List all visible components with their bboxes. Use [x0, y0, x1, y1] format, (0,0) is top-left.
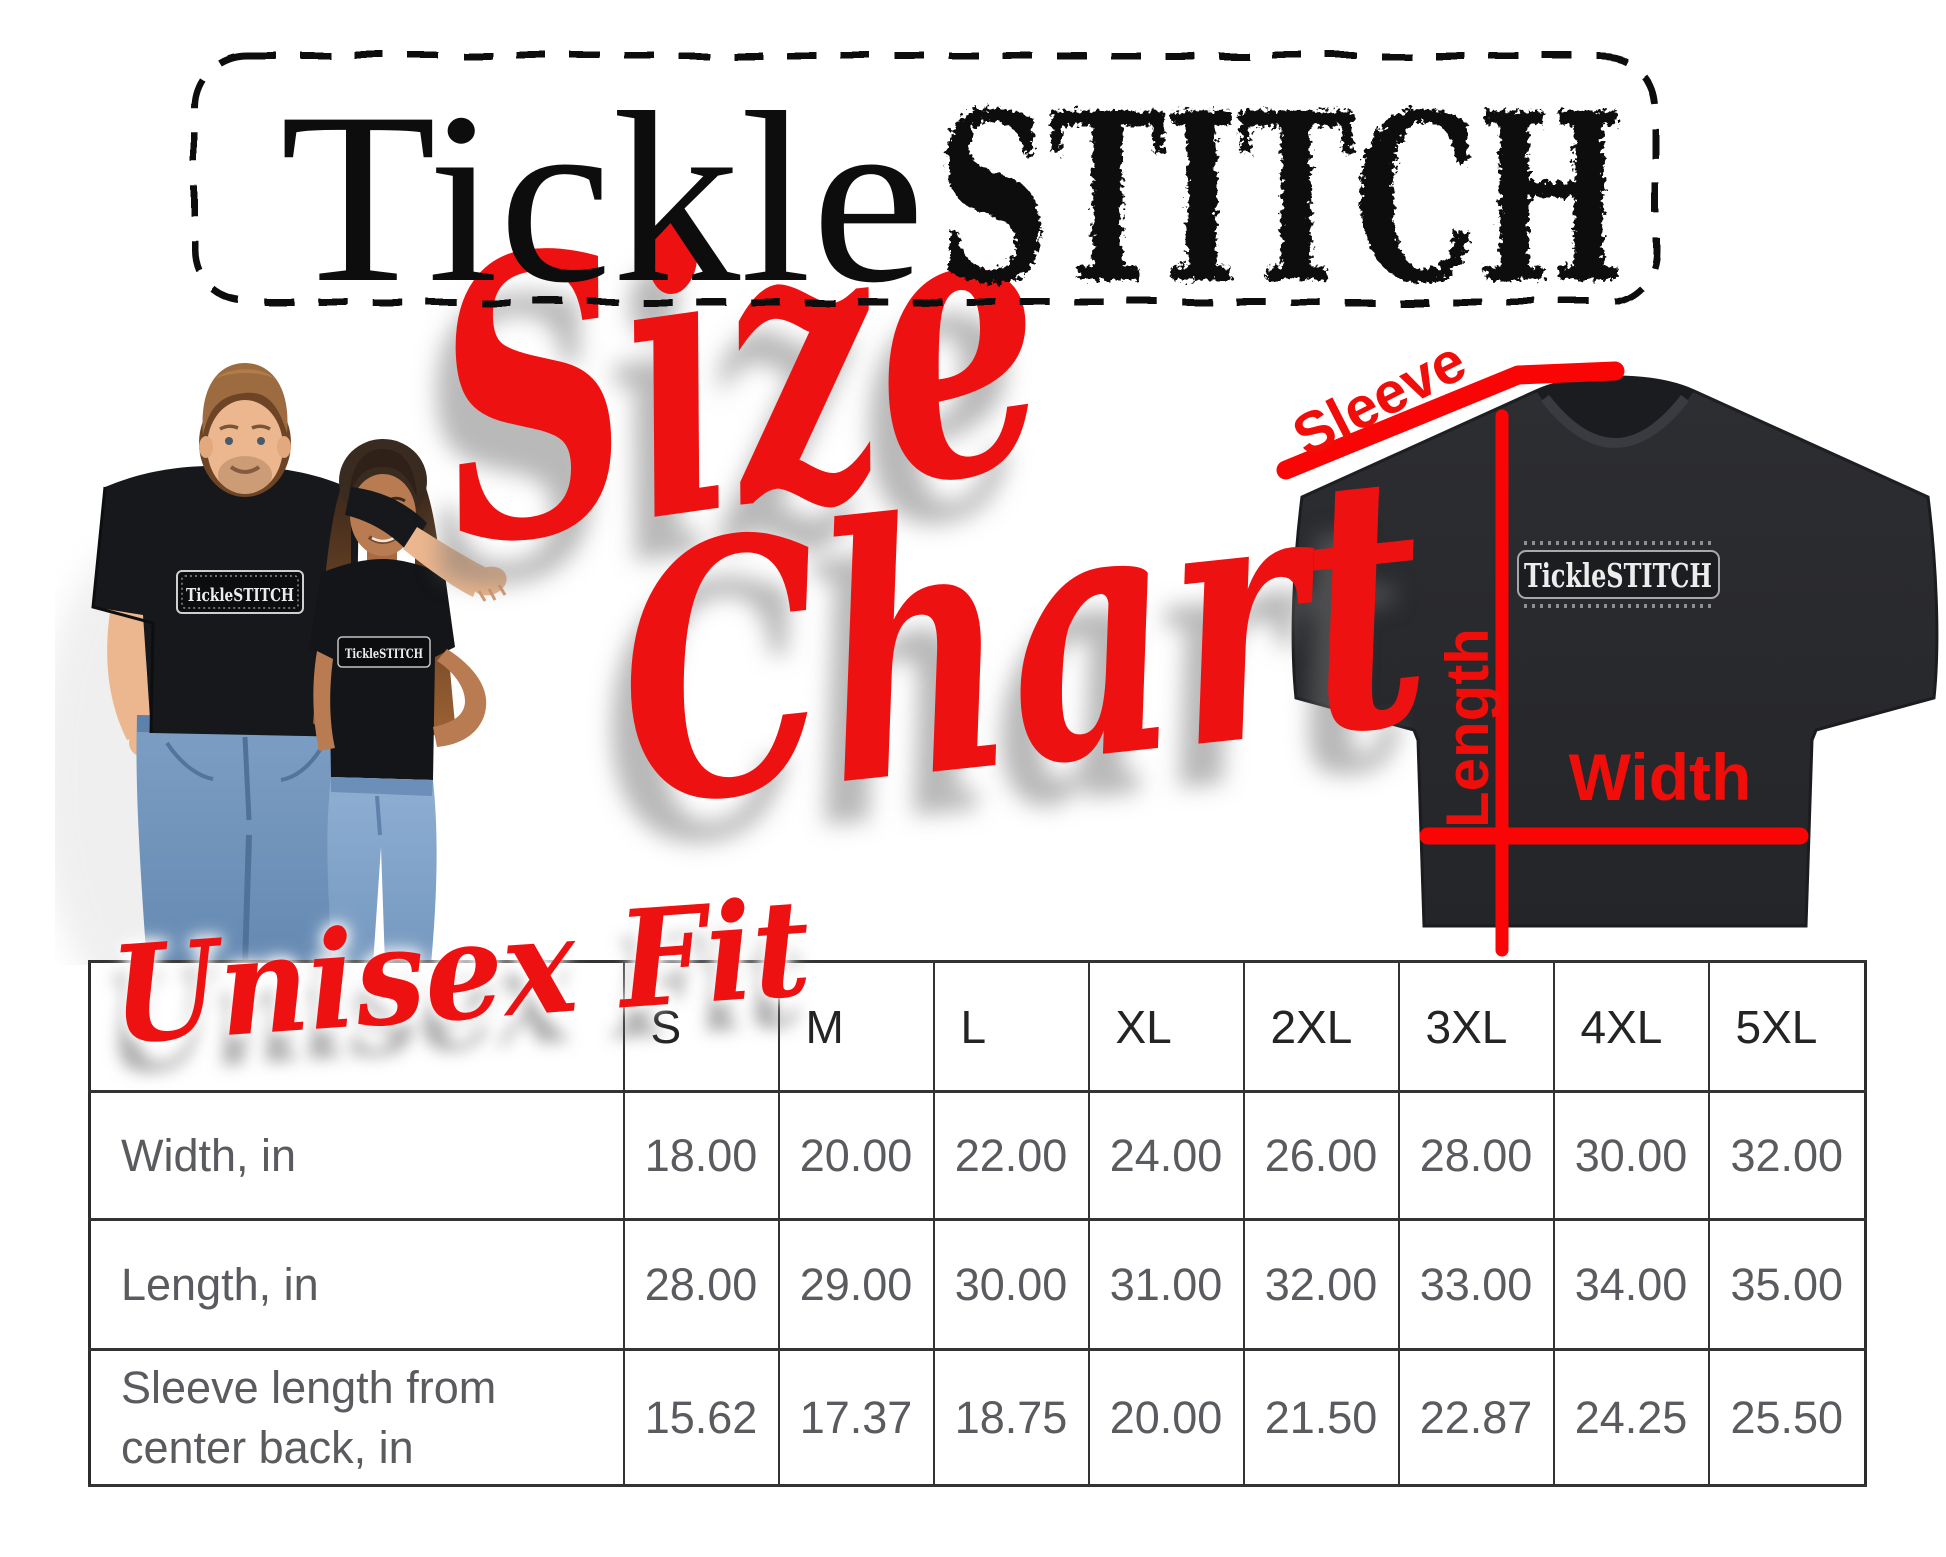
- length-value-s: 28.00: [622, 1218, 780, 1351]
- column-header-4xl: 4XL: [1552, 960, 1710, 1093]
- column-header-5xl: 5XL: [1707, 960, 1867, 1093]
- tshirt-shape: [1291, 375, 1939, 928]
- width-value-3xl: 28.00: [1397, 1090, 1555, 1221]
- length-value-5xl: 35.00: [1707, 1218, 1867, 1351]
- column-header-3xl: 3XL: [1397, 960, 1555, 1093]
- length-value-3xl: 33.00: [1397, 1218, 1555, 1351]
- title-chart: Chart: [599, 393, 1444, 885]
- man-shirt-logo-text: TickleSTITCH: [186, 585, 294, 606]
- column-header-2xl: 2XL: [1242, 960, 1400, 1093]
- width-label: Width: [1569, 740, 1752, 814]
- table-row-sleeve: Sleeve length from center back, in 15.62…: [88, 1348, 1867, 1487]
- sleeve-value-4xl: 24.25: [1552, 1348, 1710, 1487]
- length-value-xl: 31.00: [1087, 1218, 1245, 1351]
- length-value-m: 29.00: [777, 1218, 935, 1351]
- column-header-xl: XL: [1087, 960, 1245, 1093]
- length-value-2xl: 32.00: [1242, 1218, 1400, 1351]
- model-man: TickleSTITCH: [91, 363, 359, 965]
- column-header-m: M: [777, 960, 935, 1093]
- sleeve-measure-line: [1276, 361, 1625, 480]
- man-arm-around-shoulder: [345, 487, 507, 602]
- width-value-l: 22.00: [932, 1090, 1090, 1221]
- tshirt-measure-diagram: TickleSTITCH Sleeve Length Width: [1276, 328, 1939, 957]
- sleeve-value-3xl: 22.87: [1397, 1348, 1555, 1487]
- row-label-width: Width, in: [88, 1090, 625, 1221]
- length-value-4xl: 34.00: [1552, 1218, 1710, 1351]
- brand-name-serif: Tickle: [280, 62, 925, 314]
- row-label-sleeve: Sleeve length from center back, in: [88, 1348, 625, 1487]
- fit-corner-cell: [88, 960, 625, 1093]
- length-value-l: 30.00: [932, 1218, 1090, 1351]
- woman-shirt-logo-patch: TickleSTITCH: [337, 636, 431, 668]
- brand-name-stitch: STITCH: [937, 62, 1625, 314]
- column-header-s: S: [622, 960, 780, 1093]
- diagram-shirt-logo-text: TickleSTITCH: [1524, 556, 1712, 595]
- models-photo: TickleSTITCH: [55, 363, 507, 965]
- length-label: Length: [1434, 628, 1501, 828]
- width-value-xl: 24.00: [1087, 1090, 1245, 1221]
- fit-type-label: Unisex Fit: [106, 868, 816, 1075]
- sleeve-value-5xl: 25.50: [1707, 1348, 1867, 1487]
- width-value-4xl: 30.00: [1552, 1090, 1710, 1221]
- sleeve-value-s: 15.62: [622, 1348, 780, 1487]
- width-value-s: 18.00: [622, 1090, 780, 1221]
- woman-shirt-logo-text: TickleSTITCH: [345, 647, 423, 662]
- diagram-shirt-logo-patch: TickleSTITCH: [1517, 541, 1720, 608]
- sleeve-value-l: 18.75: [932, 1348, 1090, 1487]
- man-shirt-logo-patch: TickleSTITCH: [176, 570, 304, 614]
- width-value-5xl: 32.00: [1707, 1090, 1867, 1221]
- table-row-length: Length, in 28.00 29.00 30.00 31.00 32.00…: [88, 1218, 1867, 1351]
- sleeve-value-m: 17.37: [777, 1348, 935, 1487]
- width-value-2xl: 26.00: [1242, 1090, 1400, 1221]
- brand-logo-box: Tickle STITCH: [191, 52, 1659, 314]
- column-header-l: L: [932, 960, 1090, 1093]
- table-row-width: Width, in 18.00 20.00 22.00 24.00 26.00 …: [88, 1090, 1867, 1221]
- size-table: S M L XL 2XL 3XL 4XL 5XL Width, in 18.00…: [88, 960, 1867, 1487]
- sleeve-value-2xl: 21.50: [1242, 1348, 1400, 1487]
- dashed-stitch-border: [191, 52, 1659, 306]
- table-header-row: S M L XL 2XL 3XL 4XL 5XL: [88, 960, 1867, 1093]
- width-value-m: 20.00: [777, 1090, 935, 1221]
- row-label-length: Length, in: [88, 1218, 625, 1351]
- sleeve-value-xl: 20.00: [1087, 1348, 1245, 1487]
- measurement-annotations: [1276, 361, 1809, 957]
